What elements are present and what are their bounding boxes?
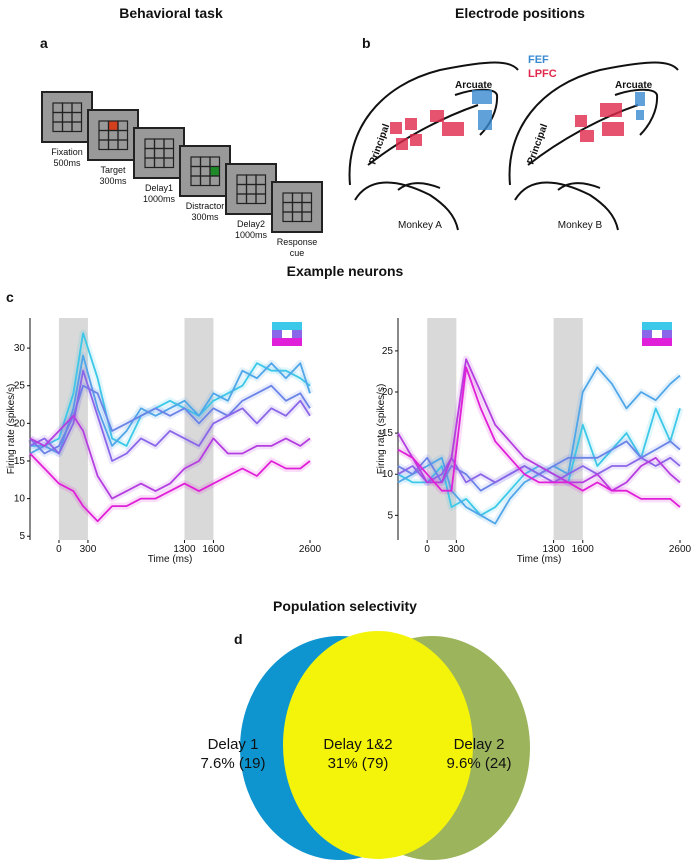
panel-title: Population selectivity <box>273 598 417 614</box>
venn-stat: 9.6% (24) <box>446 755 511 772</box>
task-screen <box>133 127 185 179</box>
x-tick-label: 1600 <box>572 544 595 555</box>
x-axis-label: Time (ms) <box>148 554 193 565</box>
legend-icon <box>272 338 302 346</box>
y-tick-label: 10 <box>14 494 26 505</box>
y-tick-label: 10 <box>382 469 394 480</box>
grid-cell <box>71 121 83 133</box>
monkey-label: Monkey A <box>398 220 442 231</box>
y-axis-label: Firing rate (spikes/s) <box>6 384 17 475</box>
task-label: 300ms <box>99 176 127 186</box>
task-label: cue <box>290 248 305 258</box>
epoch-shade <box>427 318 457 540</box>
venn-stat: 31% (79) <box>328 755 389 772</box>
panel-letter: b <box>362 35 371 51</box>
y-tick-label: 20 <box>14 418 26 429</box>
y-tick-label: 20 <box>382 387 394 398</box>
y-axis-label: Firing rate (spikes/s) <box>376 384 387 475</box>
legend-label: FEF <box>528 54 549 66</box>
venn-circle <box>283 631 473 859</box>
legend-icon <box>642 322 672 330</box>
panel-title: Example neurons <box>287 263 404 279</box>
panel-letter: c <box>6 289 14 305</box>
y-tick-label: 25 <box>14 381 26 392</box>
series-line <box>29 369 311 462</box>
task-label: Delay2 <box>237 219 265 229</box>
task-label: Target <box>100 165 126 175</box>
electrode-arrays <box>390 90 645 150</box>
venn-stat: 7.6% (19) <box>200 755 265 772</box>
venn-label: Delay 1 <box>208 736 259 753</box>
task-label: Delay1 <box>145 183 173 193</box>
x-tick-label: 0 <box>424 544 430 555</box>
grid-cell <box>209 175 221 187</box>
task-label: 500ms <box>53 158 81 168</box>
task-label: Response <box>277 237 318 247</box>
task-label: Fixation <box>51 147 83 157</box>
task-label: Distractor <box>186 201 225 211</box>
series-line <box>397 456 681 484</box>
y-tick-label: 15 <box>14 456 26 467</box>
venn-label: Delay 2 <box>454 736 505 753</box>
series-line <box>29 354 311 455</box>
task-screen <box>87 109 139 161</box>
grid-cell <box>117 139 129 151</box>
x-tick-label: 1300 <box>542 544 565 555</box>
series-line <box>29 452 311 523</box>
grid-cell <box>163 157 175 169</box>
x-tick-label: 2600 <box>299 544 322 555</box>
venn-label: Delay 1&2 <box>323 736 392 753</box>
x-axis-label: Time (ms) <box>517 554 562 565</box>
venn-diagram: Delay 1 7.6% (19) Delay 2 9.6% (24) Delay 1&… <box>200 631 530 860</box>
sulcus-label: Arcuate <box>455 80 493 91</box>
epoch-shade <box>553 318 583 540</box>
monkey-label: Monkey B <box>558 220 603 231</box>
y-tick-label: 15 <box>382 428 394 439</box>
task-sequence: Fixation500msTarget300msDelay11000msDist… <box>41 91 323 258</box>
y-tick-label: 5 <box>19 531 25 542</box>
series-line <box>29 414 311 500</box>
epoch-shade <box>184 318 214 540</box>
task-screen <box>271 181 323 233</box>
grid-cell <box>107 120 119 132</box>
x-tick-label: 2600 <box>669 544 691 555</box>
grid-cell <box>301 211 313 223</box>
legend-icon <box>652 330 662 338</box>
panel-title: Electrode positions <box>455 5 585 21</box>
grid-cell <box>209 165 221 177</box>
series-line <box>397 358 681 492</box>
legend-icon <box>272 322 302 330</box>
sulcus-label: Principal <box>525 122 550 166</box>
x-tick-label: 0 <box>56 544 62 555</box>
task-label: 1000ms <box>235 230 268 240</box>
task-screen <box>41 91 93 143</box>
series-line <box>397 366 681 508</box>
y-tick-label: 5 <box>387 510 393 521</box>
y-tick-label: 25 <box>382 346 394 357</box>
brain-outline <box>348 61 679 231</box>
task-label: 300ms <box>191 212 219 222</box>
task-screen <box>225 163 277 215</box>
grid-cell <box>255 193 267 205</box>
panel-letter: d <box>234 631 243 647</box>
y-tick-label: 30 <box>14 343 26 354</box>
legend-icon <box>282 330 292 338</box>
sulcus-label: Arcuate <box>615 80 653 91</box>
task-label: 1000ms <box>143 194 176 204</box>
panel-title: Behavioral task <box>119 5 223 21</box>
x-tick-label: 1300 <box>173 544 196 555</box>
legend-icon <box>642 338 672 346</box>
legend-label: LPFC <box>528 68 557 80</box>
x-tick-label: 300 <box>448 544 465 555</box>
x-tick-label: 1600 <box>202 544 225 555</box>
panel-letter: a <box>40 35 48 51</box>
task-screen <box>179 145 231 197</box>
x-tick-label: 300 <box>80 544 97 555</box>
sulcus-label: Principal <box>367 122 392 166</box>
